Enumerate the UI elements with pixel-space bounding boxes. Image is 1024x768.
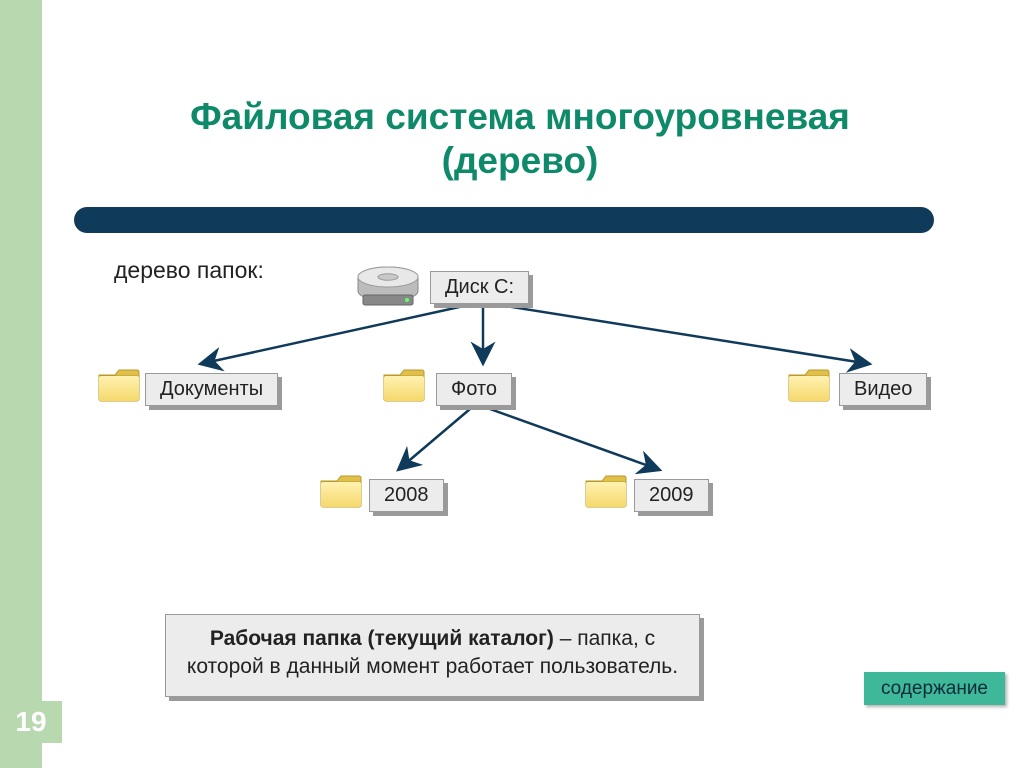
node-label: Видео [839,373,927,406]
node-photo: Фото [436,373,512,406]
node-y2009: 2009 [634,479,709,512]
node-docs: Документы [145,373,278,406]
node-label: 2008 [369,479,444,512]
node-root-label: Диск С: [430,271,529,304]
folder-icon [786,365,832,410]
node-label: Фото [436,373,512,406]
node-label: 2009 [634,479,709,512]
folder-icon [381,365,427,410]
disk-icon [353,265,423,314]
node-y2008: 2008 [369,479,444,512]
node-root: Диск С: [430,271,529,304]
node-label: Документы [145,373,278,406]
folder-icon [96,365,142,410]
node-video: Видео [839,373,927,406]
folder-icon [318,471,364,516]
folder-icon [583,471,629,516]
